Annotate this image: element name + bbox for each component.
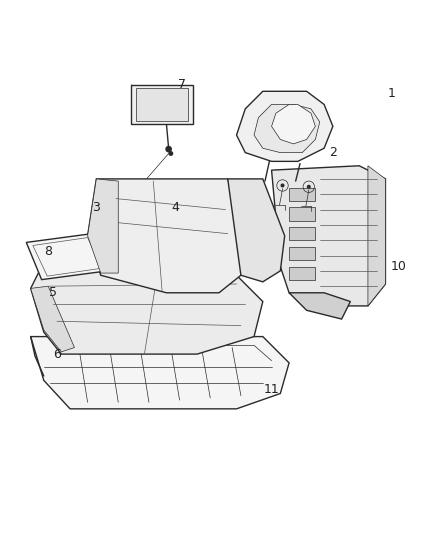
Polygon shape: [31, 286, 74, 352]
Polygon shape: [31, 336, 289, 409]
Text: 6: 6: [53, 348, 61, 361]
Polygon shape: [289, 207, 315, 221]
Polygon shape: [228, 179, 285, 282]
Text: 11: 11: [264, 383, 279, 395]
Text: 4: 4: [171, 201, 179, 214]
Polygon shape: [272, 166, 385, 306]
Polygon shape: [88, 179, 118, 273]
Polygon shape: [131, 85, 193, 124]
Polygon shape: [272, 104, 315, 144]
Polygon shape: [88, 179, 245, 293]
Polygon shape: [26, 233, 107, 280]
Text: 3: 3: [92, 201, 100, 214]
Polygon shape: [31, 262, 263, 354]
Text: 7: 7: [178, 78, 186, 91]
Polygon shape: [289, 247, 315, 260]
Polygon shape: [254, 104, 320, 152]
Polygon shape: [289, 266, 315, 280]
Text: 1: 1: [388, 87, 396, 100]
Polygon shape: [237, 91, 333, 161]
Polygon shape: [289, 188, 315, 201]
Polygon shape: [289, 293, 350, 319]
Text: 10: 10: [391, 260, 406, 273]
Circle shape: [169, 152, 173, 155]
Text: 8: 8: [44, 245, 52, 257]
Polygon shape: [131, 85, 136, 124]
Polygon shape: [136, 88, 188, 121]
Circle shape: [281, 184, 284, 187]
Circle shape: [166, 147, 171, 152]
Polygon shape: [368, 166, 385, 306]
Text: 5: 5: [49, 286, 57, 300]
Circle shape: [307, 185, 310, 188]
Polygon shape: [289, 227, 315, 240]
Text: 2: 2: [329, 146, 337, 159]
